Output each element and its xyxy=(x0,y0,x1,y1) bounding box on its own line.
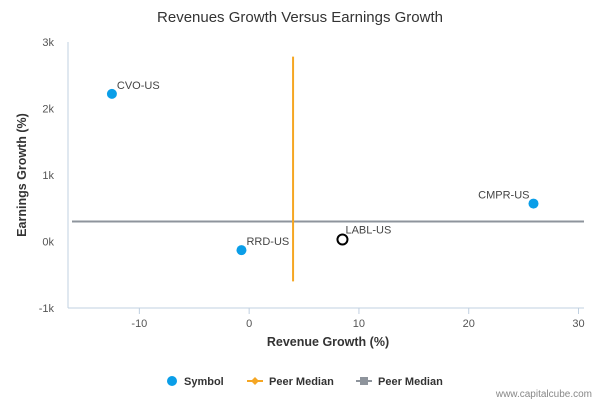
data-point xyxy=(236,245,247,256)
data-point-label: RRD-US xyxy=(246,236,289,248)
y-tick-label: 2k xyxy=(42,104,54,116)
x-tick-label: -10 xyxy=(131,318,147,330)
credit-text: www.capitalcube.com xyxy=(495,389,592,400)
y-tick-label: 1k xyxy=(42,170,54,182)
y-tick-label: -1k xyxy=(39,303,55,315)
data-point-label: CVO-US xyxy=(117,80,160,92)
legend-label: Peer Median xyxy=(378,376,443,388)
y-axis-title: Earnings Growth (%) xyxy=(15,113,29,237)
x-tick-label: 20 xyxy=(463,318,475,330)
legend: Symbol Peer Median Peer Median xyxy=(167,376,443,388)
y-tick-label: 0k xyxy=(42,237,54,249)
y-tick-label: 3k xyxy=(42,37,54,49)
data-point xyxy=(106,88,117,99)
data-point-label: LABL-US xyxy=(345,225,391,237)
data-points: CVO-US CMPR-US RRD-US LABL-US xyxy=(106,80,539,256)
data-point xyxy=(528,198,539,209)
x-tick-label: 30 xyxy=(572,318,584,330)
x-tick-label: 0 xyxy=(246,318,252,330)
x-tick-label: 10 xyxy=(353,318,365,330)
legend-symbol-marker xyxy=(167,376,177,386)
x-axis-title: Revenue Growth (%) xyxy=(267,335,389,349)
peer-median-lines xyxy=(72,56,584,282)
legend-label: Symbol xyxy=(184,376,224,388)
data-point xyxy=(336,233,349,246)
legend-label: Peer Median xyxy=(269,376,334,388)
legend-square-marker xyxy=(360,377,368,385)
legend-diamond-marker xyxy=(251,377,259,385)
axes: -1k 0k 1k 2k 3k -10 0 10 20 30 xyxy=(39,37,585,330)
data-point-label: CMPR-US xyxy=(478,190,529,202)
chart-title: Revenues Growth Versus Earnings Growth xyxy=(157,9,443,26)
